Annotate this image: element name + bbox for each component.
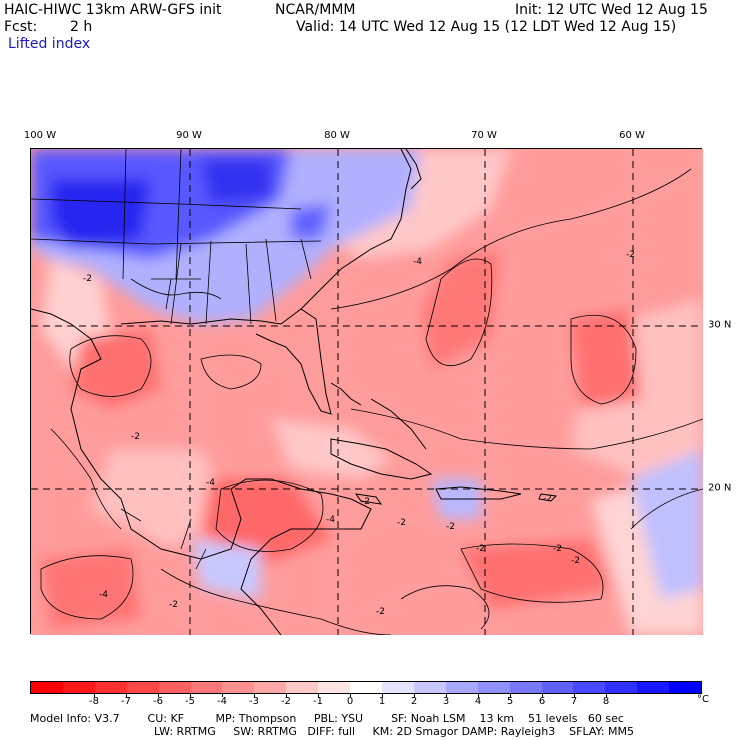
colorbar-label: -1 xyxy=(313,696,323,707)
colorbar-tick xyxy=(510,693,511,697)
colorbar-label: 1 xyxy=(378,696,386,707)
contour-label: -2 xyxy=(169,600,178,610)
graticule xyxy=(31,149,703,635)
colorbar-label: -5 xyxy=(185,696,195,707)
forecast-label: Fcst: xyxy=(4,19,38,35)
colorbar-swatch xyxy=(286,682,319,693)
colorbar-swatch xyxy=(637,682,670,693)
contour-label: -2 xyxy=(83,274,92,284)
contour-lines xyxy=(40,168,703,635)
colorbar-tick xyxy=(318,693,319,697)
contour-label: -2 xyxy=(376,607,385,617)
colorbar-label: -2 xyxy=(281,696,291,707)
coastlines xyxy=(31,149,558,635)
colorbar-label: 3 xyxy=(442,696,450,707)
colorbar-label: 2 xyxy=(410,696,418,707)
colorbar-swatch xyxy=(254,682,287,693)
colorbar-unit: °C xyxy=(697,694,709,705)
contour-label: -4 xyxy=(206,478,215,488)
valid-time: Valid: 14 UTC Wed 12 Aug 15 (12 LDT Wed … xyxy=(296,19,677,35)
colorbar-swatch xyxy=(669,682,702,693)
state-borders xyxy=(31,149,322,570)
lon-label-70w: 70 W xyxy=(471,130,497,141)
map-canvas: -4 -2 -4 -2 -2 -4 -2 -2 -2 -2 -2 -2 -4 -… xyxy=(31,149,703,635)
colorbar-label: -8 xyxy=(89,696,99,707)
colorbar-label: 0 xyxy=(346,696,354,707)
colorbar-swatch xyxy=(509,682,542,693)
colorbar-tick xyxy=(574,693,575,697)
colorbar-tick xyxy=(222,693,223,697)
colorbar-label: 5 xyxy=(506,696,514,707)
colorbar-label: -3 xyxy=(249,696,259,707)
contour-labels: -4 -2 -4 -2 -2 -4 -2 -2 -2 -2 -2 -2 -4 -… xyxy=(83,250,635,617)
colorbar-swatch xyxy=(94,682,127,693)
colorbar-swatch xyxy=(381,682,414,693)
contour-label: -4 xyxy=(413,257,422,267)
contour-label: -2 xyxy=(476,544,485,554)
colorbar-swatch xyxy=(413,682,446,693)
forecast-hour: 2 h xyxy=(70,19,93,35)
lat-label-20n: 20 N xyxy=(708,482,732,494)
colorbar-tick xyxy=(350,693,351,697)
field-shading xyxy=(31,149,703,635)
colorbar-swatch xyxy=(62,682,95,693)
colorbar-swatch xyxy=(190,682,223,693)
colorbar-swatch xyxy=(573,682,606,693)
colorbar-swatch xyxy=(222,682,255,693)
colorbar-label: 7 xyxy=(570,696,578,707)
contour-label: -2 xyxy=(397,518,406,528)
colorbar-swatch xyxy=(158,682,191,693)
lifted-index-map: -4 -2 -4 -2 -2 -4 -2 -2 -2 -2 -2 -2 -4 -… xyxy=(30,148,703,635)
model-info-line1: Model Info: V3.7 CU: KF MP: Thompson PBL… xyxy=(30,712,624,725)
field-name: Lifted index xyxy=(8,36,91,52)
colorbar-swatch xyxy=(350,682,382,693)
colorbar-swatch xyxy=(126,682,159,693)
model-title: HAIC-HIWC 13km ARW-GFS init xyxy=(4,2,222,18)
model-info-line2: LW: RRTMG SW: RRTMG DIFF: full KM: 2D Sm… xyxy=(154,725,634,738)
lon-label-60w: 60 W xyxy=(619,130,645,141)
colorbar-tick xyxy=(254,693,255,697)
colorbar-tick xyxy=(126,693,127,697)
colorbar xyxy=(30,681,702,694)
colorbar-tick xyxy=(414,693,415,697)
colorbar-tick xyxy=(446,693,447,697)
colorbar-label: 6 xyxy=(538,696,546,707)
colorbar-tick xyxy=(190,693,191,697)
colorbar-label: 4 xyxy=(474,696,482,707)
colorbar-swatch xyxy=(605,682,638,693)
colorbar-swatch xyxy=(541,682,574,693)
contour-label: -2 xyxy=(543,494,552,504)
contour-label: -2 xyxy=(361,497,370,507)
colorbar-label: -7 xyxy=(121,696,131,707)
contour-label: -2 xyxy=(446,522,455,532)
lat-label-30n: 30 N xyxy=(708,319,732,331)
colorbar-swatch xyxy=(477,682,510,693)
contour-label: -2 xyxy=(553,544,562,554)
init-time: Init: 12 UTC Wed 12 Aug 15 xyxy=(515,2,708,18)
contour-label: -2 xyxy=(571,556,580,566)
colorbar-tick xyxy=(94,693,95,697)
lon-label-80w: 80 W xyxy=(324,130,350,141)
lon-label-90w: 90 W xyxy=(176,130,202,141)
colorbar-tick xyxy=(542,693,543,697)
colorbar-tick xyxy=(286,693,287,697)
colorbar-label: -6 xyxy=(153,696,163,707)
colorbar-swatch xyxy=(445,682,478,693)
source-label: NCAR/MMM xyxy=(275,2,356,18)
colorbar-label: 8 xyxy=(602,696,610,707)
colorbar-swatch xyxy=(31,682,63,693)
contour-label: -2 xyxy=(626,250,635,260)
contour-label: -2 xyxy=(131,432,140,442)
colorbar-tick xyxy=(382,693,383,697)
contour-label: -4 xyxy=(326,515,335,525)
colorbar-label: -4 xyxy=(217,696,227,707)
colorbar-tick xyxy=(158,693,159,697)
colorbar-swatch xyxy=(318,682,351,693)
contour-label: -4 xyxy=(99,590,108,600)
lon-label-100w: 100 W xyxy=(23,130,57,141)
colorbar-tick xyxy=(606,693,607,697)
colorbar-tick xyxy=(478,693,479,697)
